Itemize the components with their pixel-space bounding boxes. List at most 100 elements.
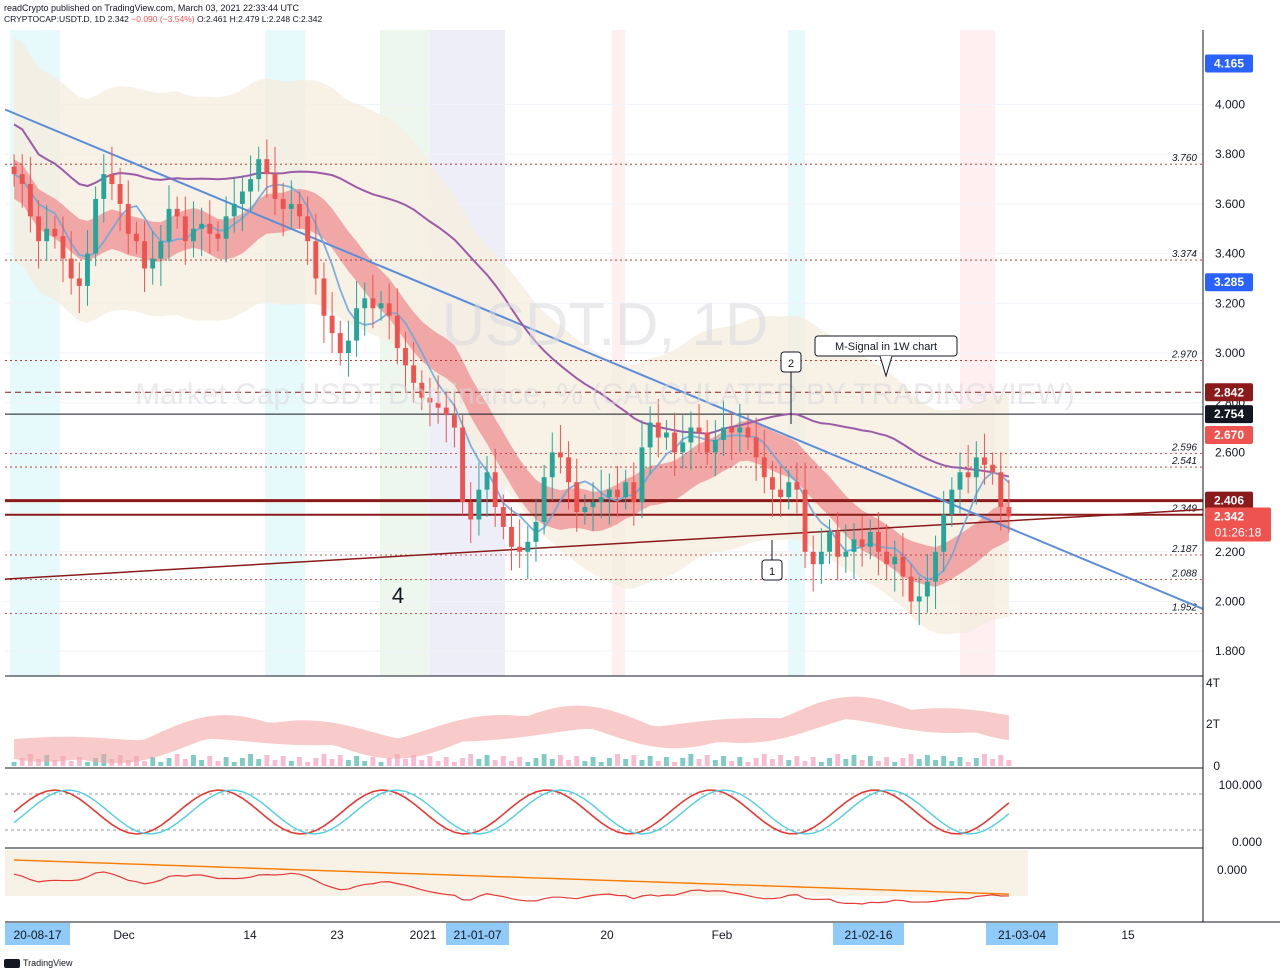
tradingview-logo-icon bbox=[4, 958, 20, 968]
candle bbox=[517, 546, 523, 552]
footer: TradingView bbox=[4, 958, 73, 968]
x-tick-label: 2021 bbox=[410, 928, 437, 942]
candle bbox=[900, 556, 906, 577]
volume-bar bbox=[264, 755, 270, 766]
price-badge-label: 2.842 bbox=[1214, 385, 1244, 399]
price-badge bbox=[1205, 405, 1253, 424]
volume-bar bbox=[949, 761, 955, 766]
volume-bar bbox=[280, 756, 286, 766]
candle bbox=[386, 303, 392, 316]
candle bbox=[60, 236, 66, 259]
candle bbox=[533, 521, 539, 542]
volume-bar bbox=[248, 754, 254, 766]
volume-bar bbox=[256, 759, 262, 766]
volume-bar bbox=[973, 758, 979, 766]
candle bbox=[19, 174, 25, 185]
volume-bar bbox=[704, 755, 710, 766]
candle bbox=[305, 216, 311, 242]
x-highlight-box bbox=[986, 923, 1058, 945]
osc-red-line bbox=[13, 871, 1009, 905]
volume-bar bbox=[778, 755, 784, 766]
candle bbox=[378, 303, 384, 309]
candle bbox=[500, 507, 506, 527]
volume-bar bbox=[199, 760, 205, 766]
x-highlight-box bbox=[5, 923, 70, 945]
volume-bar bbox=[876, 761, 881, 766]
candle bbox=[427, 397, 433, 403]
symbol-name: CRYPTOCAP:USDT.D, 1D bbox=[4, 14, 106, 24]
volume-bar bbox=[851, 755, 857, 766]
volume-bar bbox=[1006, 760, 1012, 766]
candle bbox=[982, 457, 987, 465]
volume-bar bbox=[639, 760, 645, 766]
price-badge-label: 2.754 bbox=[1214, 407, 1244, 421]
volume-bar bbox=[321, 754, 327, 766]
volume-bar bbox=[19, 758, 25, 766]
y-tick-label: 3.600 bbox=[1215, 197, 1245, 211]
candle bbox=[892, 556, 898, 565]
candle bbox=[696, 427, 702, 433]
candle bbox=[93, 198, 99, 254]
candle bbox=[745, 427, 751, 438]
watermark-description: Market Cap USDT Dominance, % (CALCULATED… bbox=[135, 378, 1075, 411]
candle bbox=[867, 531, 873, 547]
level-label: 2.088 bbox=[1171, 569, 1197, 580]
price-badge bbox=[1205, 273, 1253, 292]
level-label: 2.596 bbox=[1171, 442, 1197, 453]
volume-bar bbox=[11, 762, 17, 766]
price-badge bbox=[1205, 507, 1271, 542]
big-number-annotation: 4 bbox=[392, 583, 404, 608]
msignal-label: M-Signal in 1W chart bbox=[835, 341, 937, 353]
volume-bar bbox=[329, 759, 335, 766]
callout-1: 1 bbox=[761, 540, 783, 581]
candle bbox=[76, 278, 82, 286]
volume-bar bbox=[729, 761, 735, 766]
volume-bar bbox=[451, 762, 457, 766]
volume-bar bbox=[712, 760, 718, 766]
x-highlight-box bbox=[446, 923, 509, 945]
candle bbox=[990, 464, 996, 473]
volume-bar bbox=[892, 762, 898, 766]
candle bbox=[468, 502, 474, 520]
msignal-callout: M-Signal in 1W chart bbox=[814, 335, 958, 378]
volume-bar bbox=[460, 758, 466, 766]
volume-bar bbox=[541, 754, 547, 766]
volume-bar bbox=[345, 760, 351, 766]
volume-bar bbox=[313, 758, 319, 766]
volume-bar bbox=[174, 754, 180, 766]
candle bbox=[36, 216, 41, 242]
candle bbox=[794, 482, 800, 490]
volume-bar bbox=[900, 758, 906, 766]
candle bbox=[476, 489, 482, 520]
volume-bar bbox=[566, 760, 572, 766]
candle bbox=[492, 472, 498, 508]
volume-bar bbox=[663, 757, 669, 766]
candle bbox=[419, 382, 425, 398]
volume-bar bbox=[688, 754, 694, 766]
x-tick-label: 14 bbox=[243, 928, 257, 942]
ma-line-purple bbox=[13, 123, 1010, 478]
candle bbox=[566, 457, 572, 483]
volume-bar bbox=[623, 759, 629, 766]
volume-bar bbox=[403, 759, 408, 766]
volume-bar bbox=[606, 758, 612, 766]
candle bbox=[451, 415, 457, 428]
candle bbox=[337, 333, 343, 353]
candle bbox=[109, 174, 115, 185]
candle bbox=[68, 258, 74, 279]
volume-bar bbox=[696, 759, 702, 766]
volume-bar bbox=[957, 757, 963, 766]
volume-bar bbox=[419, 760, 425, 766]
panel-tick-label: 0.000 bbox=[1217, 863, 1247, 877]
candle bbox=[810, 551, 816, 565]
candle bbox=[761, 457, 767, 478]
candle bbox=[606, 489, 612, 498]
volume-bar bbox=[647, 756, 653, 766]
volume-bar bbox=[305, 762, 311, 766]
candle bbox=[859, 539, 865, 547]
volume-bar bbox=[761, 754, 767, 766]
candle bbox=[272, 174, 278, 199]
volume-bar bbox=[386, 758, 392, 766]
price-change: −0.090 (−3.54%) bbox=[131, 14, 195, 24]
